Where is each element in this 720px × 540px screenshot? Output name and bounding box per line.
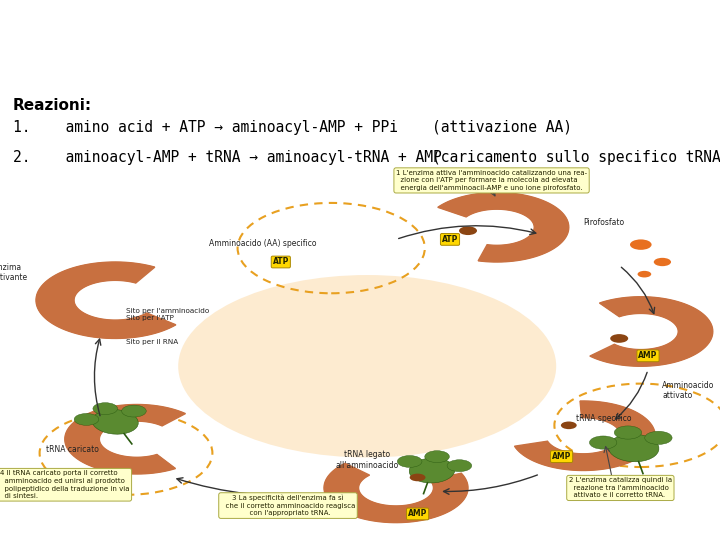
Circle shape: [425, 451, 449, 463]
Text: 2 L'enzima catalizza quindi la
  reazione tra l'amminoacido
  attivato e il corr: 2 L'enzima catalizza quindi la reazione …: [569, 477, 672, 498]
Text: AMP: AMP: [552, 452, 571, 461]
Circle shape: [122, 405, 146, 417]
Ellipse shape: [92, 409, 138, 434]
Text: Amminoacido (AA) specifico: Amminoacido (AA) specifico: [209, 239, 316, 248]
Circle shape: [630, 239, 652, 250]
Text: ATP: ATP: [273, 258, 289, 267]
Text: 2.    aminoacyl-AMP + tRNA → aminoacyl-tRNA + AMP: 2. aminoacyl-AMP + tRNA → aminoacyl-tRNA…: [13, 150, 441, 165]
Circle shape: [397, 456, 422, 468]
Circle shape: [611, 334, 628, 343]
Text: 3 La specificità dell'enzima fa sì
  che il corretto amminoacido reagisca
  con : 3 La specificità dell'enzima fa sì che i…: [221, 495, 355, 516]
Ellipse shape: [608, 434, 659, 462]
Polygon shape: [515, 401, 655, 470]
Text: tRNA caricato: tRNA caricato: [45, 445, 99, 454]
Circle shape: [654, 258, 671, 266]
Circle shape: [459, 226, 477, 235]
Circle shape: [561, 422, 577, 429]
Circle shape: [590, 436, 617, 449]
Text: AMP: AMP: [639, 352, 657, 360]
Text: Reazioni:: Reazioni:: [13, 98, 92, 113]
Circle shape: [93, 403, 117, 415]
Text: (attivazione AA): (attivazione AA): [432, 119, 572, 134]
Polygon shape: [36, 262, 176, 339]
Circle shape: [410, 474, 426, 481]
Text: tRNA legato
all'amminoacido: tRNA legato all'amminoacido: [336, 450, 399, 470]
Text: AMP: AMP: [408, 509, 427, 518]
Text: ATP: ATP: [442, 235, 458, 244]
Text: Caricamento di un tRNA: Caricamento di un tRNA: [41, 23, 679, 69]
Circle shape: [638, 271, 652, 278]
Circle shape: [74, 414, 99, 426]
Text: Amminoacido
attivato: Amminoacido attivato: [662, 381, 715, 400]
Text: (caricamento sullo specifico tRNA ): (caricamento sullo specifico tRNA ): [432, 150, 720, 165]
Polygon shape: [324, 463, 468, 523]
Text: Sito per il RNA: Sito per il RNA: [126, 339, 179, 345]
Text: Sito per l'amminoacido
Sito per l'ATP: Sito per l'amminoacido Sito per l'ATP: [126, 308, 210, 321]
Text: Pirofosfato: Pirofosfato: [583, 218, 624, 227]
Text: tRNA specifico: tRNA specifico: [576, 414, 631, 423]
Polygon shape: [65, 404, 186, 474]
Polygon shape: [590, 297, 713, 366]
Ellipse shape: [179, 275, 557, 457]
Ellipse shape: [409, 458, 455, 483]
Circle shape: [644, 431, 672, 444]
Text: 1 L'enzima attiva l'amminoacido catalizzando una rea-
  zione con l'ATP per form: 1 L'enzima attiva l'amminoacido catalizz…: [396, 170, 587, 191]
Polygon shape: [438, 192, 569, 262]
Text: 4 Il tRNA caricato porta il corretto
  amminoacido ed unirsi al prodotto
  polip: 4 Il tRNA caricato porta il corretto amm…: [0, 470, 130, 499]
Text: 1.    amino acid + ATP → aminoacyl-AMP + PPi: 1. amino acid + ATP → aminoacyl-AMP + PP…: [13, 119, 398, 134]
Text: Enzima
attivante: Enzima attivante: [0, 263, 28, 282]
Circle shape: [447, 460, 472, 471]
Circle shape: [614, 426, 642, 439]
